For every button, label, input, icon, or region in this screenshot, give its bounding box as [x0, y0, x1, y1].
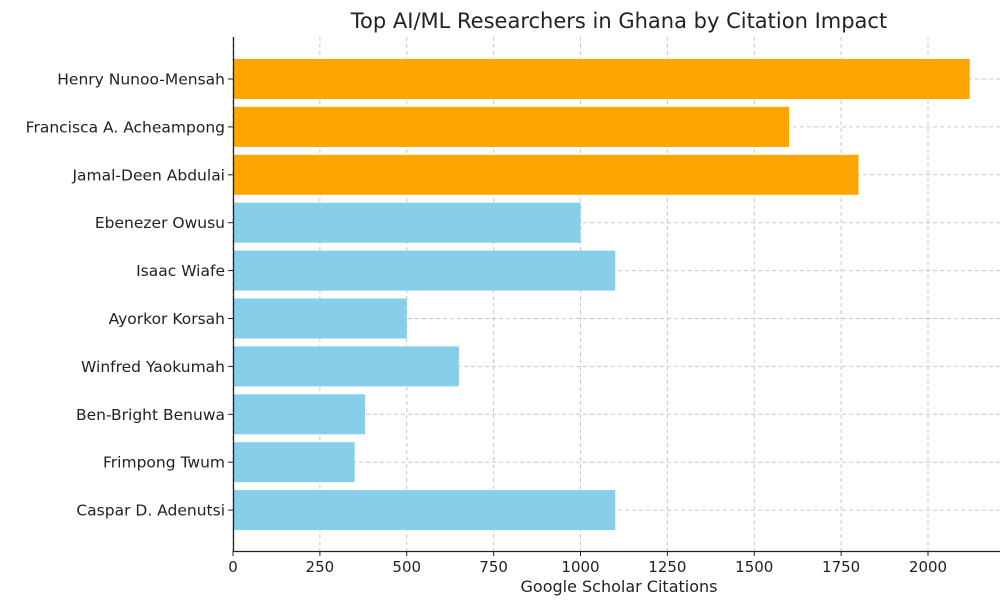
y-tick-label: Ebenezer Owusu	[95, 214, 225, 232]
bar	[233, 298, 407, 339]
x-tick-label: 2000	[909, 558, 947, 576]
bar	[233, 490, 616, 531]
x-tick-label: 0	[228, 558, 238, 576]
bar	[233, 106, 789, 147]
bar	[233, 250, 616, 291]
x-tick-label: 1750	[822, 558, 860, 576]
x-tick-label: 1500	[735, 558, 773, 576]
y-tick-label: Caspar D. Adenutsi	[76, 502, 225, 520]
bar	[233, 394, 366, 435]
bar	[233, 442, 355, 483]
x-tick-label: 750	[479, 558, 508, 576]
x-tick-label: 1250	[648, 558, 686, 576]
x-tick-label: 1000	[561, 558, 599, 576]
y-tick-label: Winfred Yaokumah	[81, 358, 225, 376]
bar	[233, 346, 459, 387]
y-tick-label: Jamal-Deen Abdulai	[71, 166, 225, 184]
y-tick-label: Ayorkor Korsah	[109, 310, 225, 328]
x-axis-label: Google Scholar Citations	[521, 577, 718, 596]
y-tick-label: Ben-Bright Benuwa	[76, 406, 225, 424]
bar	[233, 59, 970, 99]
y-tick-label: Francisca A. Acheampong	[26, 118, 225, 136]
y-tick-label: Isaac Wiafe	[136, 262, 225, 280]
x-tick-label: 500	[392, 558, 421, 576]
x-tick-label: 250	[306, 558, 335, 576]
y-tick-labels: Henry Nunoo-Mensah Francisca A. Acheampon…	[26, 71, 233, 520]
y-tick-label: Henry Nunoo-Mensah	[57, 71, 225, 89]
chart-title: Top AI/ML Researchers in Ghana by Citati…	[350, 9, 887, 33]
x-tick-labels: 0 250 500 750 1000 1250 1500 1750 2000	[228, 551, 947, 576]
y-tick-label: Frimpong Twum	[103, 454, 225, 472]
bars	[233, 59, 970, 531]
bar	[233, 154, 859, 195]
bar	[233, 202, 581, 243]
